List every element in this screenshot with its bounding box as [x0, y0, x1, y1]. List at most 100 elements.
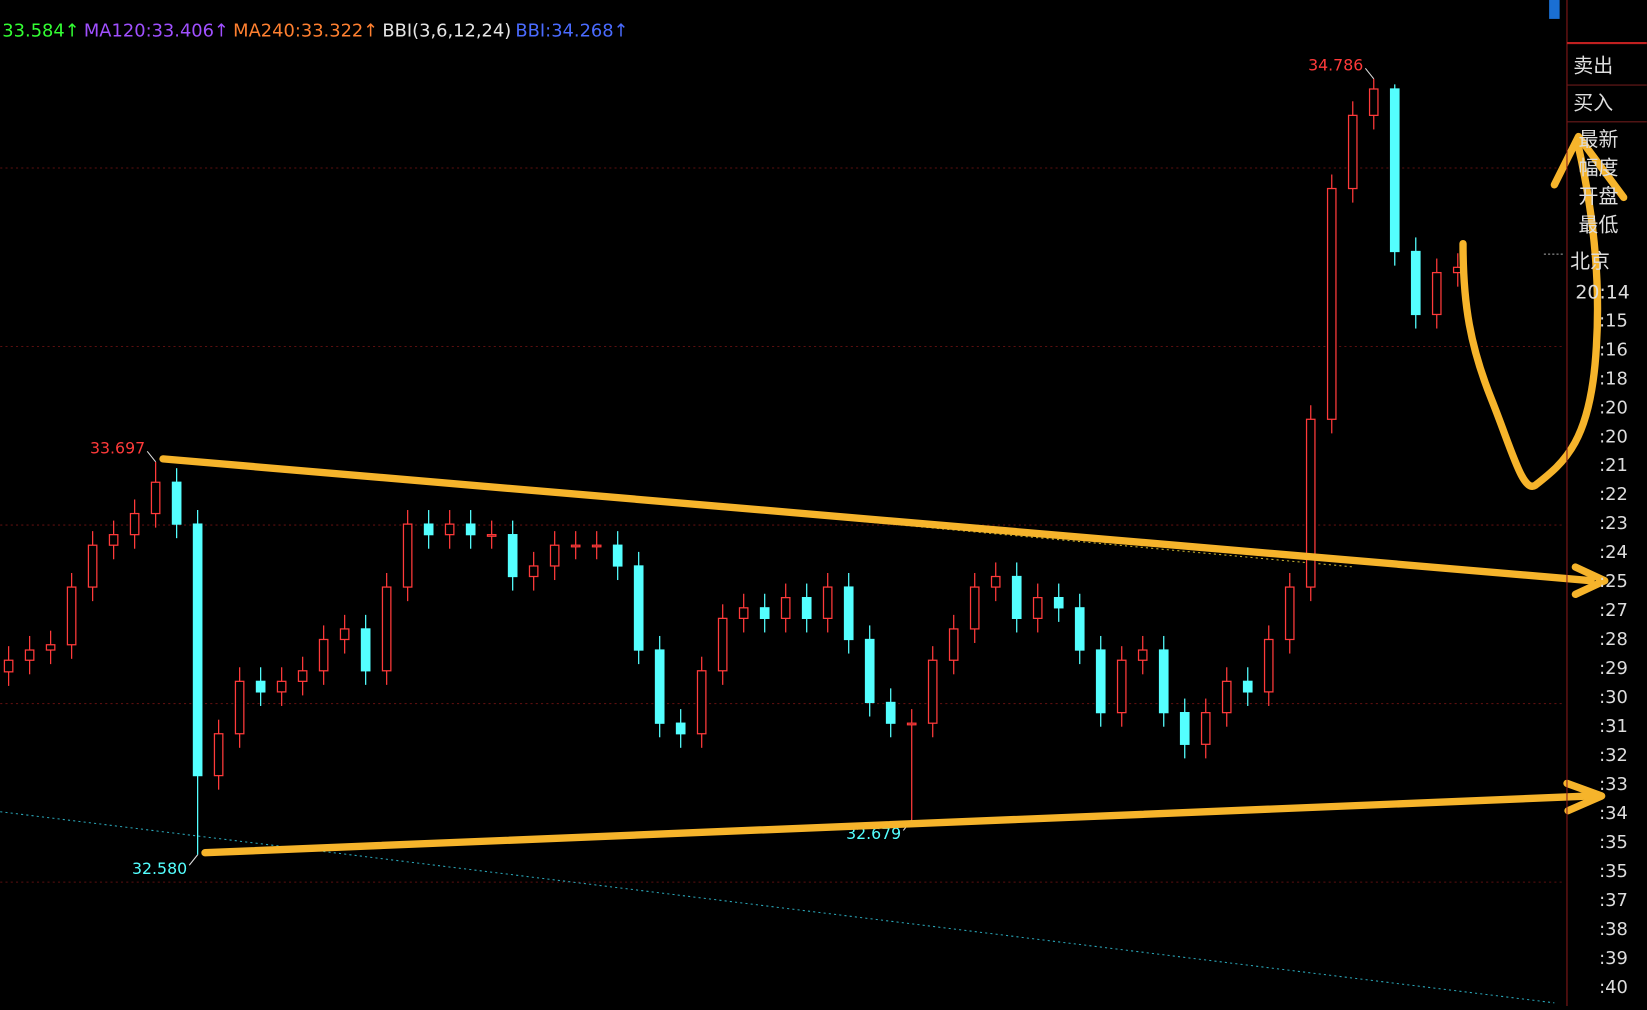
candle-body [633, 565, 644, 651]
indicator-value: BBI(3,6,12,24) [382, 21, 511, 42]
indicator-value: 33.584↑ [2, 21, 79, 42]
candle-body [759, 607, 770, 620]
trend-dotted [0, 811, 1555, 1004]
candle-body [213, 733, 224, 777]
toolbar-icon[interactable] [1549, 0, 1560, 19]
candle-body [234, 680, 245, 735]
indicator-value: BBI:34.268↑ [515, 21, 628, 42]
hand-curve [1459, 143, 1602, 490]
panel-minute: :21 [1599, 455, 1628, 476]
candle-body [969, 586, 980, 630]
arrow-head [1571, 563, 1609, 599]
panel-minute: :40 [1599, 977, 1628, 998]
candle-body [255, 680, 266, 693]
candle-body [297, 670, 308, 682]
candle-body [339, 628, 350, 641]
panel-minute: :29 [1599, 658, 1628, 679]
panel-minute: :33 [1599, 774, 1628, 795]
candle-body [822, 586, 833, 620]
candle-body [276, 680, 287, 693]
candle-body [864, 638, 875, 704]
arrow-head [1563, 779, 1606, 815]
candle-body [1410, 250, 1421, 316]
candle-body [3, 659, 14, 673]
panel-minute: :32 [1599, 745, 1628, 766]
candle-body [927, 659, 938, 724]
candle-body [465, 523, 476, 536]
candle-body [696, 670, 707, 735]
extreme-pointer [146, 451, 157, 463]
candle-body [1284, 586, 1295, 641]
candle-body [948, 628, 959, 661]
panel-time: 20:14 [1575, 281, 1629, 303]
candle-body [45, 644, 56, 651]
candle-body [444, 523, 455, 536]
extreme-pointer [188, 854, 199, 866]
candle-body [717, 617, 728, 672]
candle-body [24, 649, 35, 661]
candle-body [360, 628, 371, 672]
candle-body [1074, 607, 1085, 651]
extreme-pointer [1364, 67, 1375, 80]
candle-body [1221, 680, 1232, 714]
candle-body [171, 481, 182, 525]
candle-body [570, 544, 581, 548]
candle-body [528, 565, 539, 578]
panel-field: 最新 [1579, 127, 1619, 151]
candle-body [1242, 680, 1253, 693]
candle-body [108, 534, 119, 546]
candle-body [1431, 271, 1442, 316]
panel-minute: :22 [1599, 484, 1628, 505]
candle-body [654, 649, 665, 724]
candle-body [381, 586, 392, 672]
candle-body [1116, 659, 1127, 714]
candle-body [1053, 596, 1064, 609]
panel-minute: :39 [1599, 948, 1628, 969]
panel-minute: :18 [1599, 368, 1628, 389]
panel-minute: :34 [1599, 803, 1628, 824]
panel-field: 幅度 [1579, 156, 1619, 180]
panel-button[interactable]: 买入 [1573, 90, 1613, 114]
candle-body [507, 534, 518, 578]
candle-body [1158, 649, 1169, 714]
panel-minute: :31 [1599, 716, 1628, 737]
candle-body [150, 481, 161, 515]
panel-minute: :35 [1599, 861, 1628, 882]
candle-body [549, 544, 560, 567]
candle-body [129, 512, 140, 536]
panel-minute: :20 [1599, 397, 1628, 418]
panel-minute: :23 [1599, 513, 1628, 534]
panel-minute: :35 [1599, 832, 1628, 853]
annotations [159, 132, 1628, 857]
candle-body [423, 523, 434, 536]
candle-body [66, 586, 77, 646]
candle-body [486, 534, 497, 537]
panel-minute: :27 [1599, 600, 1628, 621]
candle-body [780, 596, 791, 620]
candle-body [1263, 638, 1274, 693]
grid [0, 167, 1565, 883]
candle-body [402, 523, 413, 588]
candle-body [192, 523, 203, 777]
candle-body [1095, 649, 1106, 714]
panel-minute: :15 [1599, 310, 1628, 331]
candle-body [1347, 114, 1358, 190]
candle-body [1137, 649, 1148, 661]
candle-body [738, 607, 749, 620]
candle-body [612, 544, 623, 567]
panel-button[interactable]: 卖出 [1573, 54, 1613, 78]
panel-minute: :24 [1599, 542, 1628, 563]
candle-body [675, 722, 686, 735]
indicator-value: MA120:33.406↑ [84, 21, 229, 42]
indicator-header: 33.584↑ MA120:33.406↑ MA240:33.322↑ BBI(3,6… [2, 21, 628, 42]
panel-minute: :28 [1599, 629, 1628, 650]
candle-body [1389, 88, 1400, 253]
candle-body [1200, 712, 1211, 745]
candle-body [1179, 712, 1190, 745]
indicator-value: MA240:33.322↑ [233, 21, 378, 42]
candle-body [1305, 418, 1316, 588]
